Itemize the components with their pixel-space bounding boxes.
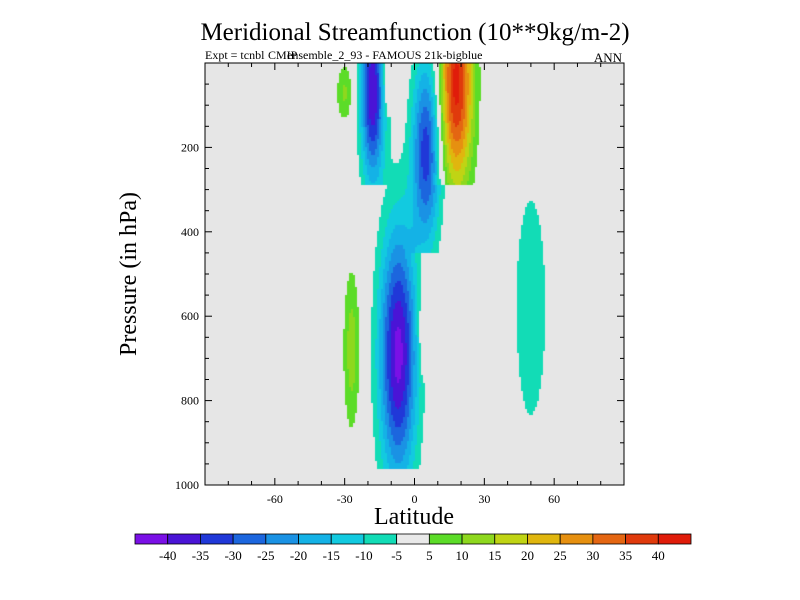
cmip-label: CMIP [268,48,298,62]
colorbar-tick-label: 10 [456,548,469,563]
colorbar-tick-label: -35 [192,548,209,563]
colorbar-swatch [559,533,594,545]
x-tick-label: 60 [548,492,560,506]
y-tick-label: 600 [181,309,199,323]
colorbar-swatch [265,533,299,545]
colorbar-swatch [625,533,659,545]
colorbar: -40 -35 -30 -25 -20 -15 -10 -5 5 10 15 20 25 30 35 40 [134,533,692,563]
colorbar-tick-label: 40 [652,548,665,563]
colorbar-tick-label: 5 [426,548,433,563]
colorbar-swatch [232,533,267,545]
x-tick-label: 30 [478,492,490,506]
x-tick-label: -60 [267,492,283,506]
ensemble-label: ensemble_2_93 - FAMOUS 21k-bigblue [287,48,482,62]
contour-plot-area [205,63,624,485]
colorbar-swatch [461,533,496,545]
y-tick-label: 400 [181,225,199,239]
colorbar-tick-label: 25 [554,548,567,563]
x-tick-label: -30 [337,492,353,506]
colorbar-tick-label: -10 [355,548,372,563]
colorbar-tick-label: -30 [224,548,241,563]
colorbar-tick-label: -20 [290,548,307,563]
colorbar-tick-label: 30 [586,548,599,563]
colorbar-swatch [396,533,430,545]
colorbar-swatch [134,533,169,545]
colorbar-tick-label: 15 [488,548,501,563]
season-label: ANN [594,50,623,65]
x-tick-label: 0 [412,492,418,506]
colorbar-tick-label: -25 [257,548,274,563]
colorbar-swatch [527,533,561,545]
colorbar-tick-label: 20 [521,548,534,563]
y-axis-label: Pressure (in hPa) [116,192,142,356]
streamfunction-contours [205,63,624,485]
y-tick-label: 200 [181,140,199,154]
chart-title: Meridional Streamfunction (10**9kg/m-2) [200,19,629,46]
colorbar-swatch [494,533,528,545]
x-axis-label: Latitude [374,504,454,530]
y-tick-label: 1000 [175,478,199,492]
colorbar-tick-label: -15 [323,548,340,563]
colorbar-swatch [330,533,365,545]
colorbar-swatch [428,533,463,545]
colorbar-swatch [657,533,692,545]
colorbar-tick-label: -40 [159,548,176,563]
colorbar-swatch [363,533,398,545]
y-tick-label: 800 [181,394,199,408]
colorbar-swatch [298,533,332,545]
experiment-label: Expt = tcnbl [205,48,265,62]
plot-axes: -60 -30 0 30 60 200 400 600 800 1000 [175,62,625,506]
colorbar-swatch [200,533,234,545]
colorbar-tick-label: -5 [391,548,402,563]
colorbar-tick-label: 35 [619,548,632,563]
colorbar-swatch [592,533,626,545]
colorbar-swatch [167,533,201,545]
